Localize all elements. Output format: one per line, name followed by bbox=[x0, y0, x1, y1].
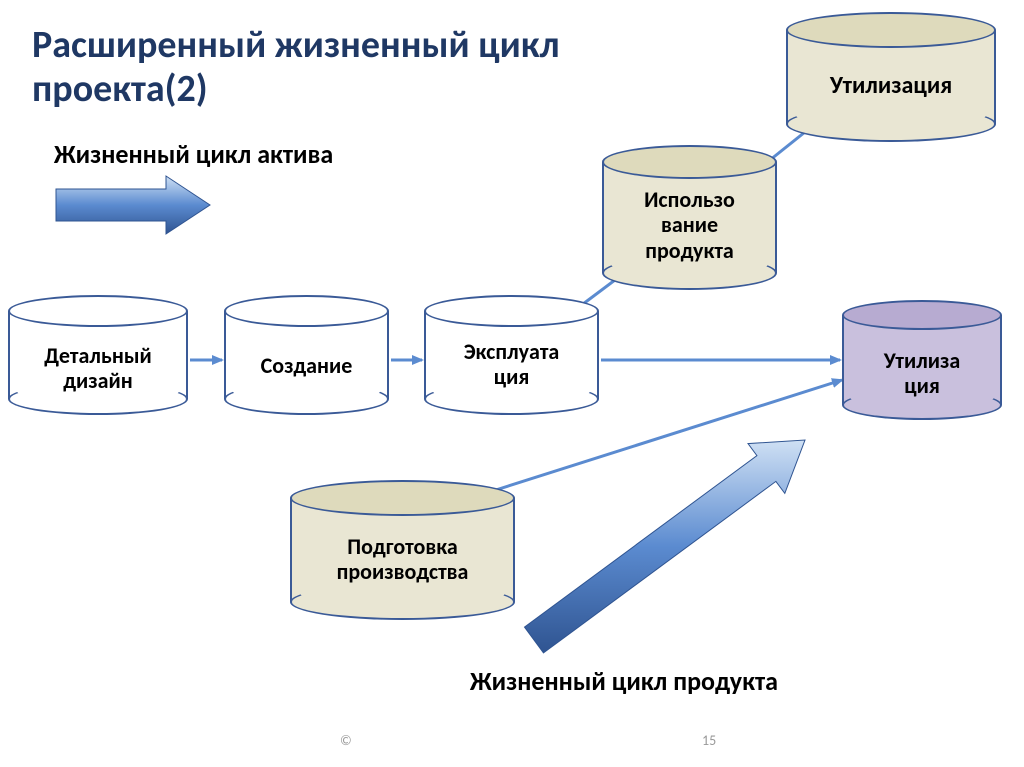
cylinder-label-detailed-design: Детальныйдизайн bbox=[8, 343, 188, 394]
block-arrow-big_product bbox=[525, 440, 806, 653]
cylinder-label-product-use: Использованиепродукта bbox=[602, 187, 777, 263]
cylinder-detailed-design: Детальныйдизайн bbox=[8, 295, 188, 415]
cylinder-exploitation: Эксплуатация bbox=[424, 295, 599, 415]
block-arrow-big_asset bbox=[56, 176, 210, 234]
cylinder-label-creation: Создание bbox=[224, 353, 389, 378]
cylinder-creation: Создание bbox=[224, 295, 389, 415]
cylinder-label-exploitation: Эксплуатация bbox=[424, 339, 599, 390]
cylinder-product-use: Использованиепродукта bbox=[602, 145, 777, 290]
cylinder-disposal-big: Утилизация bbox=[786, 12, 996, 142]
cylinder-label-disposal-small: Утилизация bbox=[842, 348, 1002, 399]
cylinder-production-prep: Подготовкапроизводства bbox=[290, 480, 515, 620]
cylinder-label-disposal-big: Утилизация bbox=[786, 72, 996, 100]
cylinder-disposal-small: Утилизация bbox=[842, 300, 1002, 420]
cylinder-label-production-prep: Подготовкапроизводства bbox=[290, 534, 515, 585]
